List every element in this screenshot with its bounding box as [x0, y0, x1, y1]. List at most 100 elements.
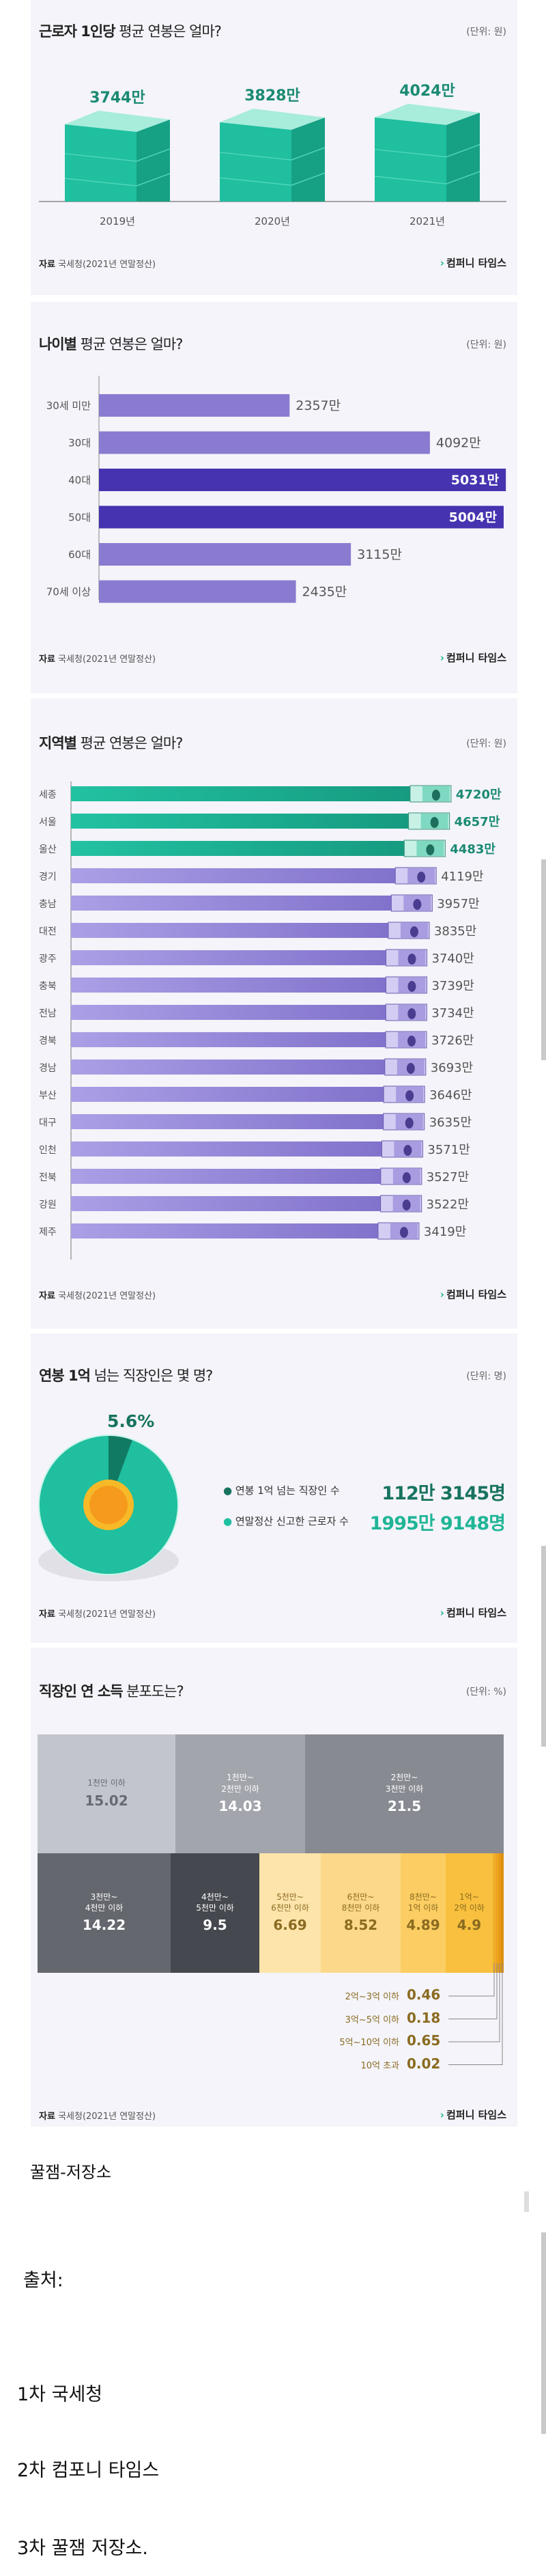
callout-line	[448, 1963, 503, 2065]
banknote-portrait-icon	[407, 1008, 416, 1019]
company-times-logo: › 컴퍼니 타임스	[440, 1288, 506, 1301]
region-label: 울산	[39, 844, 57, 855]
legend-dot-icon: ●	[223, 1515, 233, 1527]
callout-value: 0.02	[407, 2055, 441, 2072]
card-over-100m-earners: 연봉 1억 넘는 직장인은 몇 명? (단위: 명) 5.6% ● 연봉 1억 …	[31, 1333, 517, 1643]
age-label: 30세 미만	[46, 400, 91, 412]
card-avg-salary-by-year: 근로자 1인당 평균 연봉은 얼마? (단위: 원) 3744만 2019년 382…	[31, 0, 517, 295]
region-value-label: 3835만	[434, 924, 476, 939]
region-label: 경남	[39, 1063, 57, 1074]
region-value-label: 3734만	[431, 1006, 474, 1021]
treemap-cell: 3천만~ 4천만 이하 14.22	[38, 1853, 171, 1973]
region-bar	[71, 1141, 423, 1157]
scrollbar-thumb[interactable]	[524, 2191, 529, 2212]
age-bar	[99, 394, 290, 417]
callout-label: 2억~3억 이하	[345, 1992, 399, 2002]
bar-stack-line	[374, 143, 480, 158]
chart-title: 지역별 평균 연봉은 얼마?	[39, 735, 183, 751]
banknote-portrait-icon	[407, 1036, 416, 1047]
treemap-cell-label: 1억~	[459, 1892, 479, 1902]
age-value-label: 5004만	[449, 510, 498, 525]
region-label: 경기	[39, 872, 57, 883]
banknote-portrait-icon	[417, 872, 426, 883]
bar-stack-line	[219, 147, 326, 161]
region-bar	[71, 814, 450, 829]
treemap-cell-value: 14.22	[82, 1917, 126, 1934]
banknote-portrait-icon	[403, 1145, 412, 1156]
region-value-label: 3635만	[429, 1116, 472, 1130]
region-label: 제주	[39, 1227, 57, 1238]
scrollbar-thumb[interactable]	[541, 2232, 546, 2434]
year-bar-chart: 3744만 2019년 3828만 2020년 4024만 2021년	[39, 83, 506, 227]
treemap-cell-label: 1천만~	[227, 1773, 254, 1783]
bar-top-face	[220, 108, 325, 130]
age-value-label: 5031만	[451, 473, 500, 488]
treemap-cell-label: 3천만~	[90, 1892, 118, 1902]
chart-title: 연봉 1억 넘는 직장인은 몇 명?	[39, 1368, 213, 1384]
region-bar	[71, 1005, 427, 1020]
region-bar	[71, 1032, 427, 1047]
region-label: 부산	[39, 1090, 57, 1101]
age-label: 70세 이상	[46, 586, 91, 598]
banknote-portrait-icon	[430, 817, 439, 828]
treemap-cell-value: 4.9	[457, 1917, 482, 1934]
treemap-cell-label: 4천만 이하	[85, 1903, 124, 1913]
region-label: 인천	[39, 1145, 57, 1156]
source-heading: 출처:	[23, 2270, 63, 2291]
year-label: 2020년	[255, 215, 290, 227]
age-bar	[99, 580, 296, 603]
bar-stack-line	[64, 148, 171, 162]
unit-label: (단위: 원)	[466, 340, 506, 350]
region-value-label: 3419만	[424, 1225, 466, 1239]
age-bar	[99, 543, 351, 566]
post-caption: 꿀잼-저장소	[30, 2163, 112, 2182]
treemap-cell-label: 6천만 이하	[271, 1903, 309, 1913]
treemap-cell: 6천만~ 8천만 이하 8.52	[321, 1853, 401, 1973]
age-bar-chart: 30세 미만 2357만 30대 4092만 40대 5031만 50대 5004만 60대 31…	[46, 376, 506, 603]
chart-title: 직장인 연 소득 분포도는?	[39, 1683, 184, 1700]
age-label: 40대	[68, 474, 91, 486]
region-value-label: 3522만	[427, 1197, 469, 1212]
earners-pie-chart	[38, 1435, 179, 1581]
source-note: 자료 국세청(2021년 연말정산)	[39, 260, 156, 270]
unit-label: (단위: 원)	[466, 27, 506, 38]
treemap-cell: 1억~ 2억 이하 4.9	[446, 1853, 493, 1973]
region-bar	[71, 1087, 425, 1102]
company-times-logo: › 컴퍼니 타임스	[440, 652, 506, 664]
treemap-cell-label: 1천만 이하	[87, 1778, 126, 1788]
treemap-cell-label: 8천만 이하	[341, 1903, 380, 1913]
company-times-logo: › 컴퍼니 타임스	[440, 2109, 506, 2121]
callout-label: 5억~10억 이하	[339, 2038, 399, 2048]
age-bar	[99, 505, 504, 529]
treemap-cell-value: 15.02	[85, 1792, 128, 1809]
treemap-cell-label: 2천만 이하	[221, 1784, 259, 1794]
bar-stack-line	[374, 171, 480, 184]
treemap-cell: 1천만 이하 15.02	[38, 1734, 175, 1853]
legend-item-all-workers: ● 연말정산 신고한 근로자 수	[223, 1515, 349, 1527]
scrollbar-thumb[interactable]	[541, 1546, 546, 1747]
callout-line	[448, 1963, 500, 2042]
region-bar	[71, 1169, 422, 1184]
callout-line	[448, 1963, 495, 1997]
legend-item-over-100m: ● 연봉 1억 넘는 직장인 수	[223, 1484, 340, 1497]
age-bar	[99, 431, 430, 454]
bar-front-face	[220, 122, 291, 202]
banknote-portrait-icon	[407, 981, 416, 992]
treemap-thin-cell	[493, 1853, 495, 1973]
region-bar	[71, 978, 427, 993]
region-value-label: 4119만	[441, 870, 483, 884]
region-value-label: 3527만	[427, 1170, 469, 1185]
legend-dot-icon: ●	[223, 1484, 233, 1497]
bar-front-face	[65, 124, 136, 202]
unit-label: (단위: %)	[465, 1687, 506, 1698]
scrollbar-thumb[interactable]	[541, 859, 546, 1060]
age-bar	[99, 469, 506, 491]
region-bar	[71, 841, 446, 856]
treemap-cell-label: 5천만 이하	[196, 1903, 234, 1913]
source-line-2: 2차 컴포니 타임스	[17, 2460, 160, 2481]
card-income-distribution: 직장인 연 소득 분포도는? (단위: %) 1천만 이하 15.02 1천만~ 2천…	[31, 1648, 517, 2127]
treemap-cell-label: 1억 이하	[407, 1903, 439, 1913]
region-label: 전남	[39, 1008, 57, 1019]
region-label: 대전	[39, 926, 57, 937]
treemap-cell: 8천만~ 1억 이하 4.89	[401, 1853, 446, 1973]
